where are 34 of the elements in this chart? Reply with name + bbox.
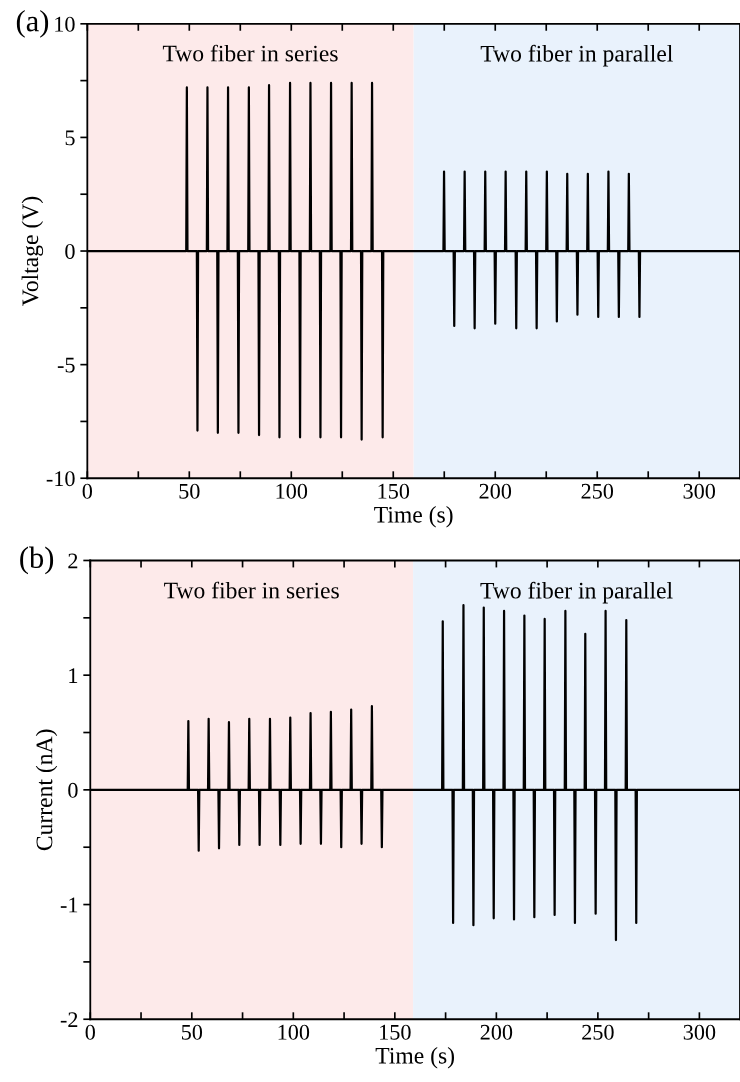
band-label: Two fiber in parallel: [480, 581, 673, 604]
y-tick-label: 0: [68, 782, 78, 798]
x-tick-label: 250: [582, 1024, 614, 1040]
text: (b): [20, 546, 54, 575]
y-tick-label: 1: [69, 668, 78, 683]
x-tick-label: 200: [479, 483, 512, 499]
band-label: Two fiber in series: [164, 581, 339, 599]
x-tick-label: 150: [380, 1024, 411, 1040]
x-tick-label: 50: [181, 1024, 203, 1040]
y-tick-label: -1: [60, 897, 78, 913]
y-tick-label: -10: [46, 471, 75, 487]
x-axis-title: Time (s): [374, 506, 453, 528]
x-tick-label: 100: [278, 1024, 310, 1040]
text: (a): [16, 9, 49, 38]
y-tick-label: 5: [65, 130, 75, 146]
band-label: Two fiber in parallel: [480, 44, 673, 67]
y-axis-title: Voltage (V): [21, 196, 44, 306]
y-tick-label: -2: [60, 1012, 78, 1027]
x-tick-label: 300: [683, 1024, 716, 1040]
x-tick-label: 300: [683, 483, 716, 499]
y-axis-title: Current (nA): [35, 729, 58, 851]
y-tick-label: -5: [57, 357, 75, 373]
x-tick-label: 0: [85, 1024, 95, 1040]
band-label: Two fiber in series: [162, 44, 338, 62]
x-tick-label: 100: [276, 483, 308, 499]
y-tick-label: 10: [55, 16, 75, 32]
x-tick-label: 150: [378, 483, 410, 499]
x-tick-label: 50: [179, 483, 200, 499]
x-tick-label: 0: [82, 483, 93, 499]
x-tick-label: 250: [581, 483, 614, 499]
x-axis-title: Time (s): [375, 1047, 455, 1069]
x-tick-label: 200: [480, 1024, 513, 1040]
y-tick-label: 2: [68, 553, 78, 569]
y-tick-label: 0: [65, 243, 75, 259]
